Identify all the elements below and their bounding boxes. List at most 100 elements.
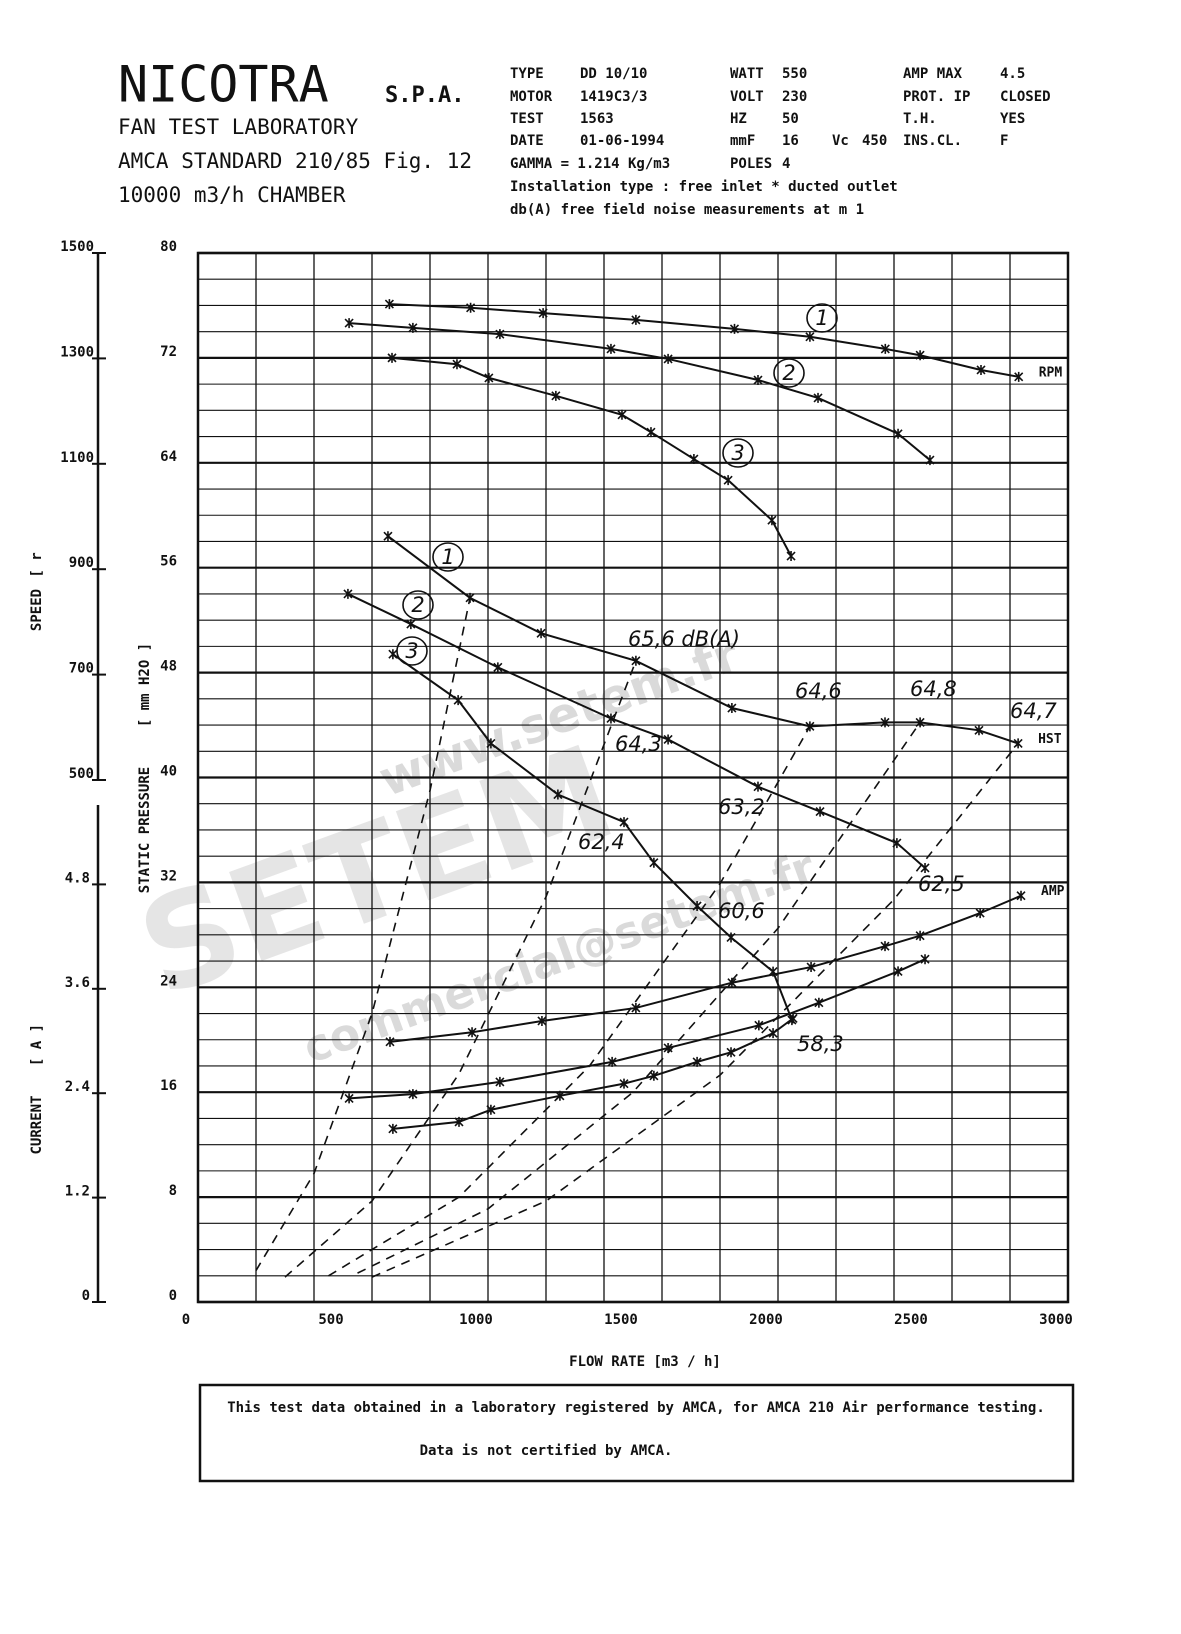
spec-label: TEST xyxy=(510,111,544,127)
spec-label: TYPE xyxy=(510,66,544,82)
spec-value: 01-06-1994 xyxy=(580,133,664,149)
system-curve xyxy=(328,725,811,1277)
system-curve xyxy=(371,742,1019,1278)
point xyxy=(786,551,796,562)
point xyxy=(452,359,462,370)
spec-value: 4 xyxy=(782,156,790,172)
y-tick-label: 56 xyxy=(160,554,177,570)
brand: NICOTRA xyxy=(118,56,329,114)
point xyxy=(384,299,394,310)
spec-value: 450 xyxy=(862,133,887,149)
spec-label: Vc xyxy=(832,133,849,149)
point xyxy=(692,1056,702,1067)
point xyxy=(726,1047,736,1058)
point xyxy=(1016,890,1026,901)
point xyxy=(551,390,561,401)
y2-tick-label: 900 xyxy=(69,555,94,571)
point xyxy=(388,1123,398,1134)
point xyxy=(495,1076,505,1087)
system-curve xyxy=(284,660,637,1278)
point xyxy=(537,1015,547,1026)
point xyxy=(454,1116,464,1127)
system-curve xyxy=(357,721,921,1274)
point xyxy=(343,588,353,599)
y-tick-label: 64 xyxy=(160,449,177,465)
point xyxy=(805,331,815,342)
point xyxy=(1013,738,1023,749)
noise-annotation: 62,5 xyxy=(918,872,965,896)
spec-value: YES xyxy=(1000,111,1025,127)
spec-label: MOTOR xyxy=(510,89,553,105)
header-line: FAN TEST LABORATORY xyxy=(118,115,359,139)
x-tick-label: 0 xyxy=(182,1312,190,1328)
point xyxy=(385,1036,395,1047)
y2-tick-label: 500 xyxy=(69,766,94,782)
spec-value: DD 10/10 xyxy=(580,66,647,82)
point xyxy=(406,619,416,630)
curve xyxy=(389,303,1019,378)
point xyxy=(893,966,903,977)
point xyxy=(976,364,986,375)
point xyxy=(467,1027,477,1038)
point xyxy=(646,427,656,438)
curve-label-circle xyxy=(396,636,428,666)
point xyxy=(689,454,699,465)
curve-end-label: AMP xyxy=(1041,884,1065,899)
point xyxy=(663,734,673,745)
y-tick-label: 48 xyxy=(160,659,177,675)
curve-label: 3 xyxy=(405,639,418,663)
point xyxy=(453,695,463,706)
point xyxy=(408,322,418,333)
y3-axis-label: CURRENT xyxy=(29,1095,45,1154)
x-tick-label: 1500 xyxy=(604,1312,638,1328)
y-tick-label: 80 xyxy=(160,239,177,255)
point xyxy=(975,908,985,919)
curve-end-label: HST xyxy=(1038,732,1062,747)
point xyxy=(767,515,777,526)
note: db(A) free field noise measurements at m… xyxy=(510,202,864,218)
point xyxy=(486,738,496,749)
point xyxy=(925,455,935,466)
spec-label: WATT xyxy=(730,66,764,82)
spec-value: 1419C3/3 xyxy=(580,89,647,105)
y2-tick-label: 700 xyxy=(69,661,94,677)
curve xyxy=(389,894,1022,1043)
y-axis-label: STATIC PRESSURE xyxy=(137,767,153,893)
y3-tick-label: 1.2 xyxy=(65,1184,90,1200)
point xyxy=(880,343,890,354)
point xyxy=(754,1020,764,1031)
curve-label: 1 xyxy=(815,306,828,330)
y-tick-label: 40 xyxy=(160,764,177,780)
noise-annotation: 64,8 xyxy=(910,677,957,701)
point xyxy=(536,628,546,639)
spec-label: AMP MAX xyxy=(903,66,963,82)
header-line: AMCA STANDARD 210/85 Fig. 12 xyxy=(118,149,472,173)
y3-tick-label: 0 xyxy=(82,1288,90,1304)
point xyxy=(607,1056,617,1067)
y3-tick-label: 2.4 xyxy=(65,1079,90,1095)
spec-value: 4.5 xyxy=(1000,66,1025,82)
point xyxy=(806,962,816,973)
y2-axis-unit: [ r xyxy=(29,552,45,577)
noise-annotation: 58,3 xyxy=(797,1032,844,1056)
x-tick-label: 500 xyxy=(318,1312,343,1328)
point xyxy=(344,1093,354,1104)
y-tick-label: 16 xyxy=(160,1078,177,1094)
point xyxy=(631,1002,641,1013)
point xyxy=(892,838,902,849)
curve-label: 1 xyxy=(441,545,454,569)
noise-annotation: 63,2 xyxy=(718,795,765,819)
spec-label: mmF xyxy=(730,133,755,149)
spec-value: 1563 xyxy=(580,111,614,127)
note: Installation type : free inlet * ducted … xyxy=(510,179,898,195)
point xyxy=(484,372,494,383)
point xyxy=(974,725,984,736)
point xyxy=(606,713,616,724)
point xyxy=(729,323,740,334)
point xyxy=(619,817,629,828)
y3-axis-unit: [ A ] xyxy=(29,1024,45,1066)
point xyxy=(768,1028,778,1039)
point xyxy=(619,1078,629,1089)
x-tick-label: 3000 xyxy=(1039,1312,1073,1328)
point xyxy=(631,314,641,325)
